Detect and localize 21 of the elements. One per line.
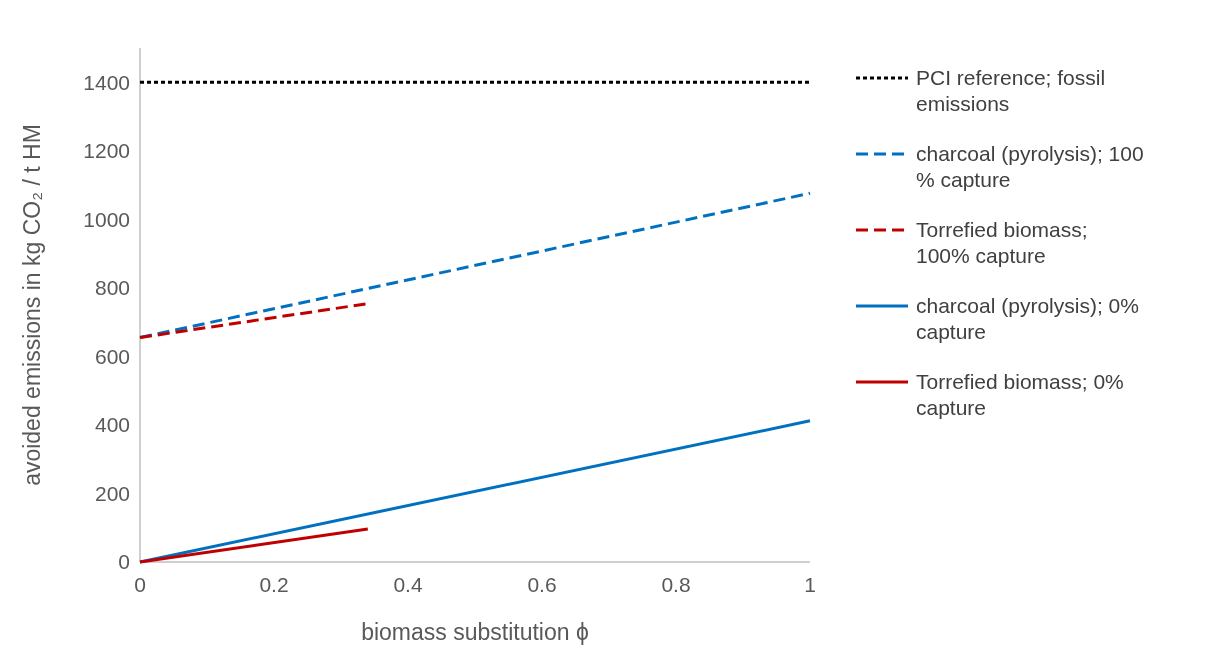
y-tick-label: 1400 bbox=[83, 70, 130, 94]
legend-label: Torrefied biomass; 100% capture bbox=[916, 218, 1088, 267]
y-tick-label: 0 bbox=[118, 550, 130, 574]
x-tick-label: 1 bbox=[804, 573, 816, 596]
x-tick-label: 0.4 bbox=[393, 573, 423, 596]
y-axis-title: avoided emissions in kg CO₂ / t HM bbox=[19, 124, 45, 486]
y-tick-label: 200 bbox=[94, 481, 130, 505]
x-tick-label: 0.6 bbox=[527, 573, 557, 596]
y-tick-label: 1000 bbox=[83, 207, 130, 231]
legend-label: charcoal (pyrolysis); 0% capture bbox=[916, 294, 1139, 343]
y-tick-label: 800 bbox=[94, 276, 130, 300]
y-tick-label: 600 bbox=[94, 344, 130, 368]
legend-label: charcoal (pyrolysis); 100 % capture bbox=[916, 142, 1144, 191]
x-tick-label: 0.2 bbox=[259, 573, 289, 596]
x-axis-title: biomass substitution ϕ bbox=[361, 619, 589, 645]
legend-label: PCI reference; fossil emissions bbox=[916, 66, 1106, 115]
y-tick-label: 1200 bbox=[83, 139, 130, 163]
legend-label: Torrefied biomass; 0% capture bbox=[916, 370, 1124, 419]
y-tick-label: 400 bbox=[94, 413, 130, 437]
x-tick-label: 0 bbox=[134, 573, 146, 596]
x-tick-label: 0.8 bbox=[661, 573, 691, 596]
